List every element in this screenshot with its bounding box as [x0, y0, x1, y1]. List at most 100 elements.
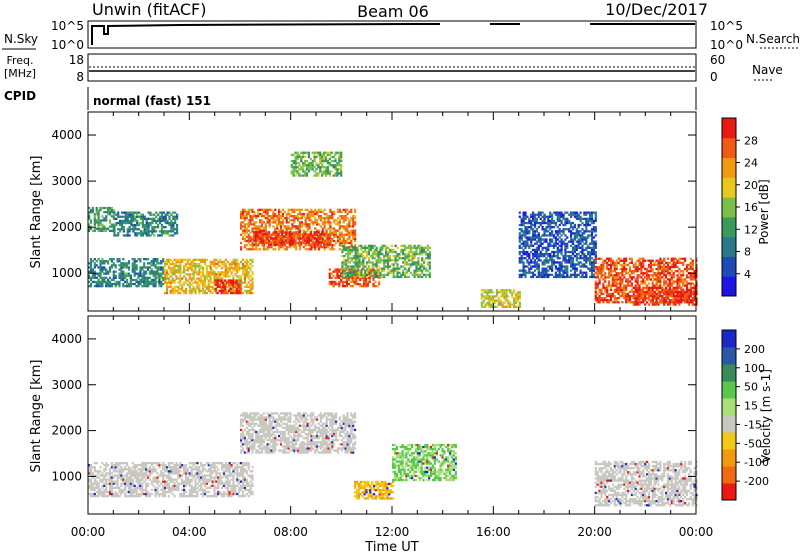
echo-cell: [342, 237, 345, 241]
echo-cell: [407, 269, 410, 272]
echo-cell: [543, 228, 546, 231]
echo-cell: [390, 248, 393, 252]
echo-cell: [302, 155, 305, 159]
echo-cell: [545, 267, 548, 270]
freq-tick-top: 18: [69, 53, 84, 67]
echo-cell: [653, 293, 656, 296]
echo-cell: [522, 240, 525, 243]
echo-cell: [685, 267, 689, 271]
echo-cell: [594, 292, 597, 296]
echo-cell: [177, 277, 180, 280]
echo-cell: [570, 257, 573, 260]
echo-cell: [615, 282, 618, 285]
echo-cell: [168, 234, 171, 237]
echo-cell: [267, 239, 271, 242]
echo-cell: [539, 273, 542, 276]
echo-cell: [300, 225, 303, 228]
echo-cell: [271, 233, 274, 236]
echo-cell: [93, 285, 96, 288]
echo-cell: [293, 208, 296, 211]
echo-cell: [160, 266, 163, 269]
echo-cell: [131, 266, 134, 269]
echo-cell: [609, 261, 613, 264]
echo-cell: [495, 299, 499, 302]
echo-cell: [158, 274, 161, 277]
echo-cell: [537, 255, 540, 258]
echo-cell: [409, 255, 412, 258]
echo-cell: [149, 211, 152, 214]
echo-cell: [277, 241, 280, 244]
echo-cell: [308, 227, 311, 230]
echo-cell: [590, 221, 594, 225]
echo-cell: [326, 159, 329, 163]
echo-cell: [554, 230, 557, 233]
echo-cell: [257, 225, 260, 228]
echo-cell: [213, 289, 216, 293]
echo-cell: [251, 273, 254, 276]
echo-cell: [356, 257, 359, 260]
echo-cell: [371, 257, 374, 260]
echo-cell: [338, 157, 341, 161]
echo-cell: [570, 263, 573, 266]
echo-cell: [241, 210, 245, 214]
echo-cell: [203, 258, 207, 261]
echo-cell: [611, 276, 614, 279]
echo-cell: [150, 262, 153, 265]
echo-cell: [107, 270, 110, 273]
echo-cell: [560, 213, 563, 216]
echo-cell: [604, 280, 607, 283]
echo-cell: [357, 274, 360, 277]
echo-cell: [537, 234, 540, 237]
echo-cell: [88, 266, 91, 269]
echo-cell: [366, 250, 369, 254]
echo-cell: [298, 231, 301, 234]
echo-cell: [372, 282, 375, 286]
echo-cell: [198, 279, 201, 282]
echo-cell: [264, 212, 267, 216]
echo-cell: [360, 263, 363, 266]
echo-cell: [424, 253, 428, 256]
echo-cell: [636, 294, 639, 298]
echo-cell: [164, 219, 167, 223]
echo-cell: [338, 276, 341, 279]
echo-cell: [613, 290, 616, 293]
echo-cell: [545, 253, 548, 256]
echo-cell: [122, 211, 125, 214]
echo-cell: [266, 239, 269, 243]
echo-cell: [575, 234, 578, 237]
echo-cell: [583, 211, 586, 214]
echo-cell: [177, 287, 180, 290]
echo-cell: [108, 268, 112, 271]
echo-cell: [503, 293, 506, 296]
echo-cell: [369, 248, 372, 252]
echo-cell: [680, 301, 683, 304]
echo-cell: [230, 283, 233, 286]
echo-cell: [573, 263, 576, 266]
echo-cell: [396, 246, 399, 249]
echo-cell: [332, 166, 335, 169]
echo-cell: [666, 267, 670, 271]
echo-cell: [110, 209, 113, 212]
echo-cell: [585, 275, 588, 279]
echo-cell: [390, 269, 393, 272]
echo-cell: [304, 244, 307, 247]
nsearch-label: N.Search: [746, 32, 800, 46]
echo-cell: [133, 266, 136, 269]
echo-cell: [670, 259, 673, 262]
echo-cell: [233, 291, 236, 295]
echo-cell: [298, 221, 302, 224]
echo-cell: [587, 221, 590, 225]
echo-cell: [606, 288, 609, 291]
echo-cell: [596, 257, 599, 260]
echo-cell: [345, 265, 348, 268]
echo-cell: [286, 233, 290, 236]
echo-cell: [528, 219, 531, 223]
echo-cell: [181, 277, 184, 280]
echo-cell: [522, 244, 525, 247]
echo-cell: [97, 223, 100, 226]
echo-cell: [278, 217, 281, 220]
echo-cell: [289, 227, 292, 230]
echo-cell: [184, 289, 188, 293]
echo-cell: [560, 261, 563, 264]
echo-cell: [619, 288, 622, 291]
